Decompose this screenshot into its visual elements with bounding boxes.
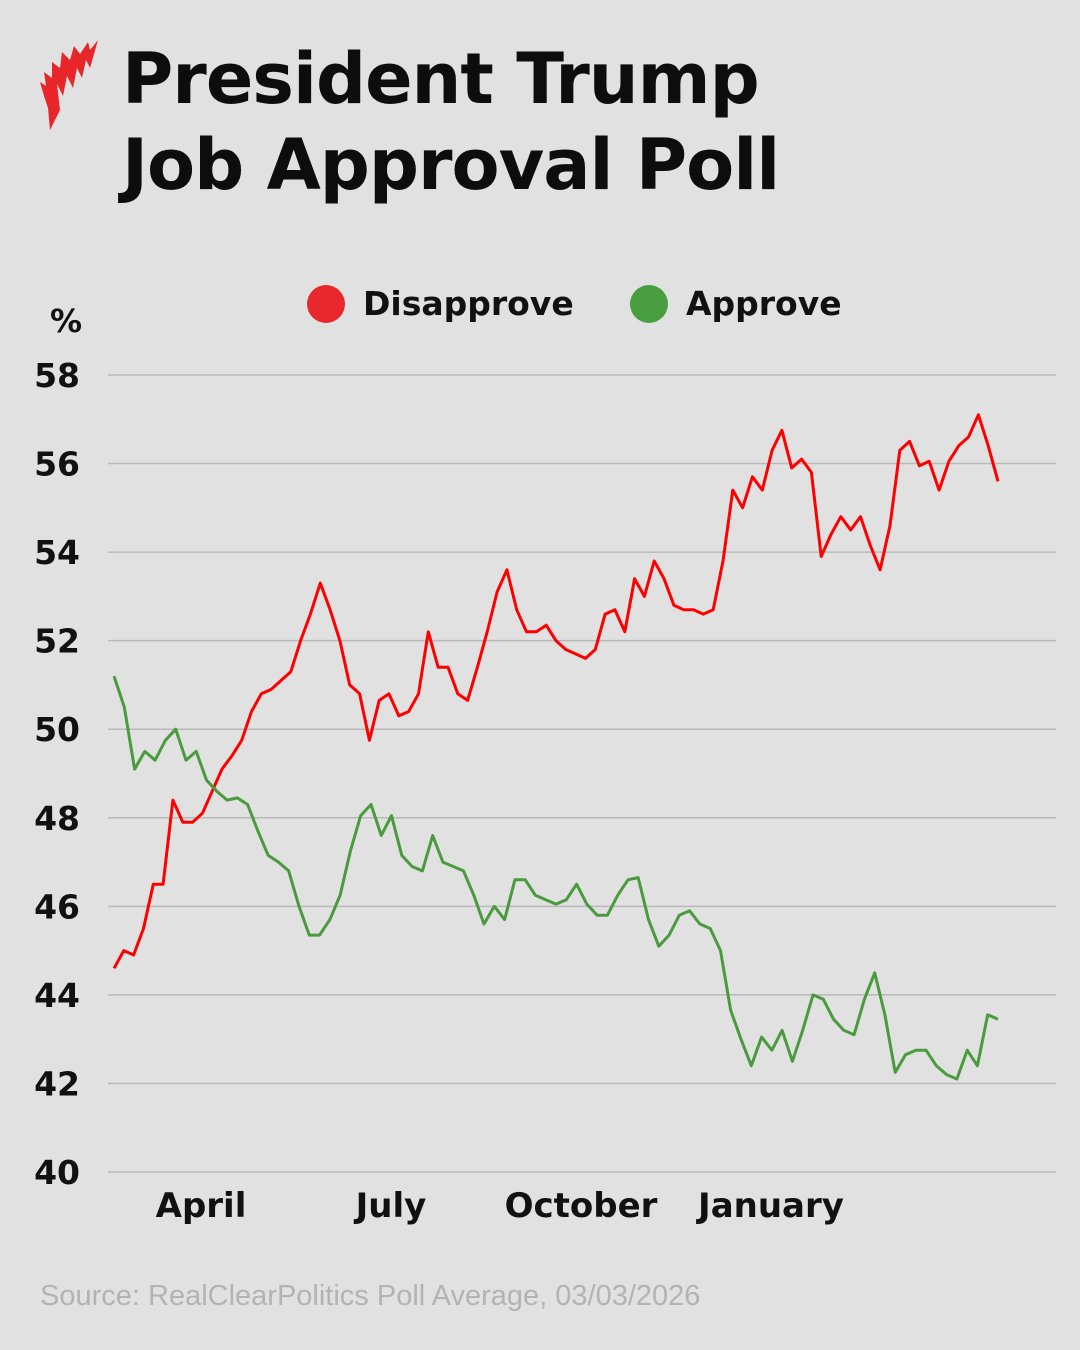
page-title: President Trump Job Approval Poll: [122, 36, 780, 208]
y-tick-label: 40: [34, 1153, 80, 1192]
legend-item-disapprove: Disapprove: [307, 284, 574, 323]
x-tick-label: January: [698, 1186, 844, 1226]
x-tick-label: July: [355, 1186, 427, 1226]
y-tick-label: 50: [34, 710, 80, 749]
legend-label-disapprove: Disapprove: [363, 284, 574, 323]
legend-dot-approve: [630, 284, 668, 323]
y-tick-label: 42: [34, 1064, 80, 1103]
y-tick-label: 58: [34, 356, 80, 395]
y-tick-label: 52: [34, 622, 80, 661]
sbs-logo-icon: [40, 40, 98, 130]
title-line-2: Job Approval Poll: [122, 124, 780, 206]
legend-dot-disapprove: [307, 284, 345, 323]
x-tick-label: October: [504, 1186, 658, 1226]
legend-item-approve: Approve: [630, 284, 842, 323]
y-tick-label: 54: [34, 533, 80, 572]
x-tick-label: April: [155, 1186, 247, 1226]
chart-legend: Disapprove Approve: [0, 284, 1080, 330]
y-tick-label: 56: [34, 445, 80, 484]
series-line-disapprove: [112, 413, 1000, 970]
source-note: Source: RealClearPolitics Poll Average, …: [40, 1280, 701, 1312]
legend-label-approve: Approve: [686, 284, 842, 323]
title-line-1: President Trump: [122, 38, 760, 120]
y-tick-label: 46: [34, 887, 80, 926]
y-axis-unit: %: [50, 302, 83, 340]
y-tick-label: 44: [34, 976, 80, 1015]
y-tick-label: 48: [34, 799, 80, 838]
series-line-approve: [112, 675, 999, 1081]
